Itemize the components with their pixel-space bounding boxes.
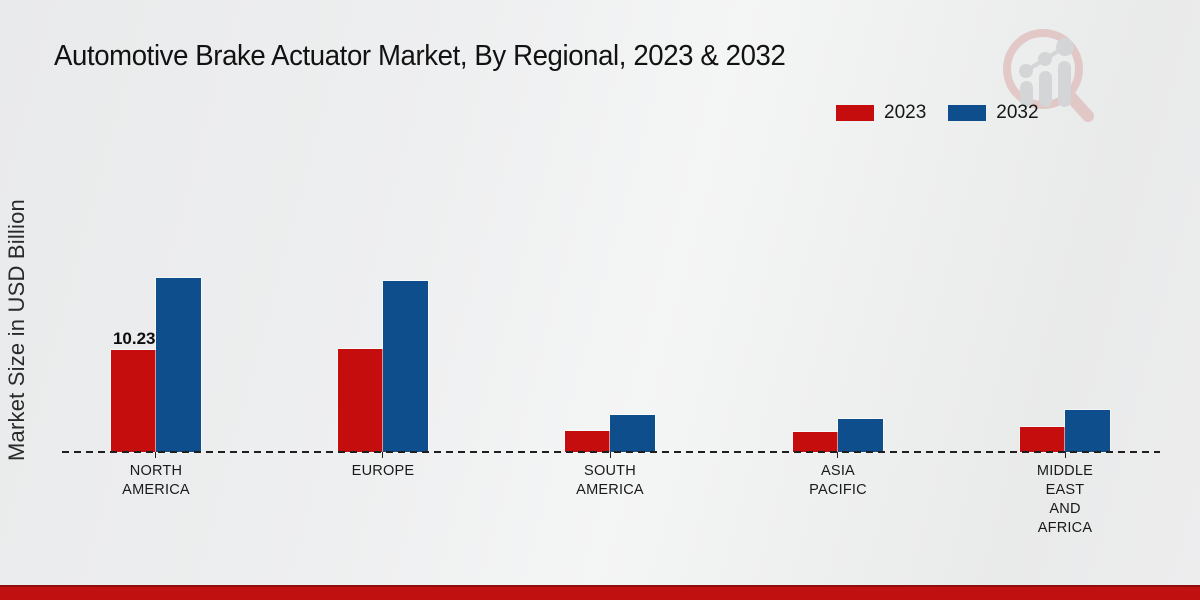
bar-2032-europe xyxy=(382,281,428,452)
legend: 2023 2032 xyxy=(836,102,1039,124)
category-label-north-america: NORTH AMERICA xyxy=(121,462,190,498)
category-label-europe: EUROPE xyxy=(351,462,415,479)
bar-2032-middle-east-and-africa xyxy=(1065,410,1111,452)
market-research-future-logo xyxy=(985,25,1105,130)
bar-2032-asia-pacific xyxy=(837,419,883,452)
legend-label-2023: 2023 xyxy=(884,102,927,123)
magnifier-growth-icon xyxy=(1003,29,1094,122)
value-label-2023-north-america: 10.23 xyxy=(112,329,156,348)
legend-swatch-2023 xyxy=(836,105,874,121)
legend-item-2032: 2032 xyxy=(948,102,1039,124)
legend-label-2032: 2032 xyxy=(996,102,1039,123)
bar-2023-south-america xyxy=(565,431,611,452)
x-axis-tick-middle-east-and-africa xyxy=(1064,452,1066,458)
bar-2032-north-america xyxy=(155,278,201,452)
x-axis-tick-asia-pacific xyxy=(837,452,839,458)
category-label-south-america: SOUTH AMERICA xyxy=(576,462,645,498)
category-label-asia-pacific: ASIA PACIFIC xyxy=(808,462,867,498)
bar-2023-europe xyxy=(337,349,383,452)
bar-2032-south-america xyxy=(610,415,656,452)
bar-2023-asia-pacific xyxy=(792,432,838,452)
x-axis-tick-north-america xyxy=(155,452,156,458)
footer-red-band xyxy=(0,585,1200,600)
legend-swatch-2032 xyxy=(948,105,987,121)
bar-2023-north-america xyxy=(110,350,156,452)
bar-2023-middle-east-and-africa xyxy=(1020,427,1066,452)
legend-item-2023: 2023 xyxy=(836,102,926,124)
x-axis-tick-europe xyxy=(382,452,384,458)
x-axis-dashed-baseline xyxy=(62,451,1160,453)
chart-title: Automotive Brake Actuator Market, By Reg… xyxy=(54,40,786,72)
x-axis-tick-south-america xyxy=(609,452,611,458)
category-label-middle-east-and-africa: MIDDLE EAST AND AFRICA xyxy=(1037,462,1094,536)
